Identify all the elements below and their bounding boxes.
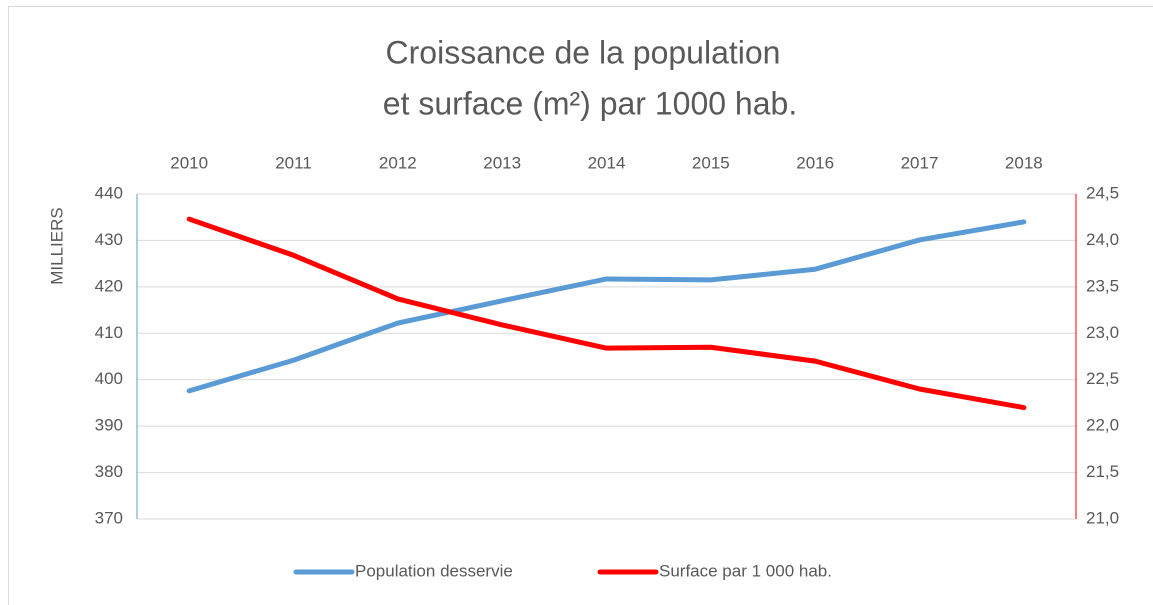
y-tick-label: 440 bbox=[95, 183, 123, 202]
x-tick-label: 2018 bbox=[1005, 153, 1043, 172]
series-line bbox=[186, 216, 1027, 411]
y-tick-label: 390 bbox=[95, 416, 123, 435]
legend-label: Surface par 1 000 hab. bbox=[659, 561, 832, 580]
y-tick-label: 430 bbox=[95, 230, 123, 249]
y-tick-label: 370 bbox=[95, 508, 123, 527]
y-tick-label: 410 bbox=[95, 323, 123, 342]
y-tick-label: 420 bbox=[95, 276, 123, 295]
y2-tick-label: 24,5 bbox=[1086, 183, 1119, 202]
series-line bbox=[186, 219, 1027, 394]
y2-tick-label: 24,0 bbox=[1086, 230, 1119, 249]
x-tick-label: 2016 bbox=[796, 153, 834, 172]
x-tick-label: 2017 bbox=[901, 153, 939, 172]
x-tick-label: 2013 bbox=[483, 153, 521, 172]
x-tick-label: 2015 bbox=[692, 153, 730, 172]
y-axis-label: MILLIERS bbox=[47, 207, 66, 284]
legend-label: Population desservie bbox=[355, 561, 513, 580]
chart-border bbox=[8, 6, 1153, 605]
x-tick-label: 2010 bbox=[170, 153, 208, 172]
y2-tick-label: 22,0 bbox=[1086, 416, 1119, 435]
x-tick-label: 2014 bbox=[588, 153, 626, 172]
y-tick-label: 400 bbox=[95, 369, 123, 388]
y2-tick-label: 23,0 bbox=[1086, 323, 1119, 342]
x-tick-label: 2012 bbox=[379, 153, 417, 172]
y2-tick-label: 21,0 bbox=[1086, 508, 1119, 527]
y2-tick-label: 22,5 bbox=[1086, 369, 1119, 388]
y2-tick-label: 21,5 bbox=[1086, 462, 1119, 481]
y-tick-label: 380 bbox=[95, 462, 123, 481]
x-tick-label: 2011 bbox=[275, 153, 312, 172]
chart-title: et surface (m²) par 1000 hab. bbox=[383, 85, 797, 121]
chart-title: Croissance de la population bbox=[386, 34, 781, 70]
y2-tick-label: 23,5 bbox=[1086, 276, 1119, 295]
